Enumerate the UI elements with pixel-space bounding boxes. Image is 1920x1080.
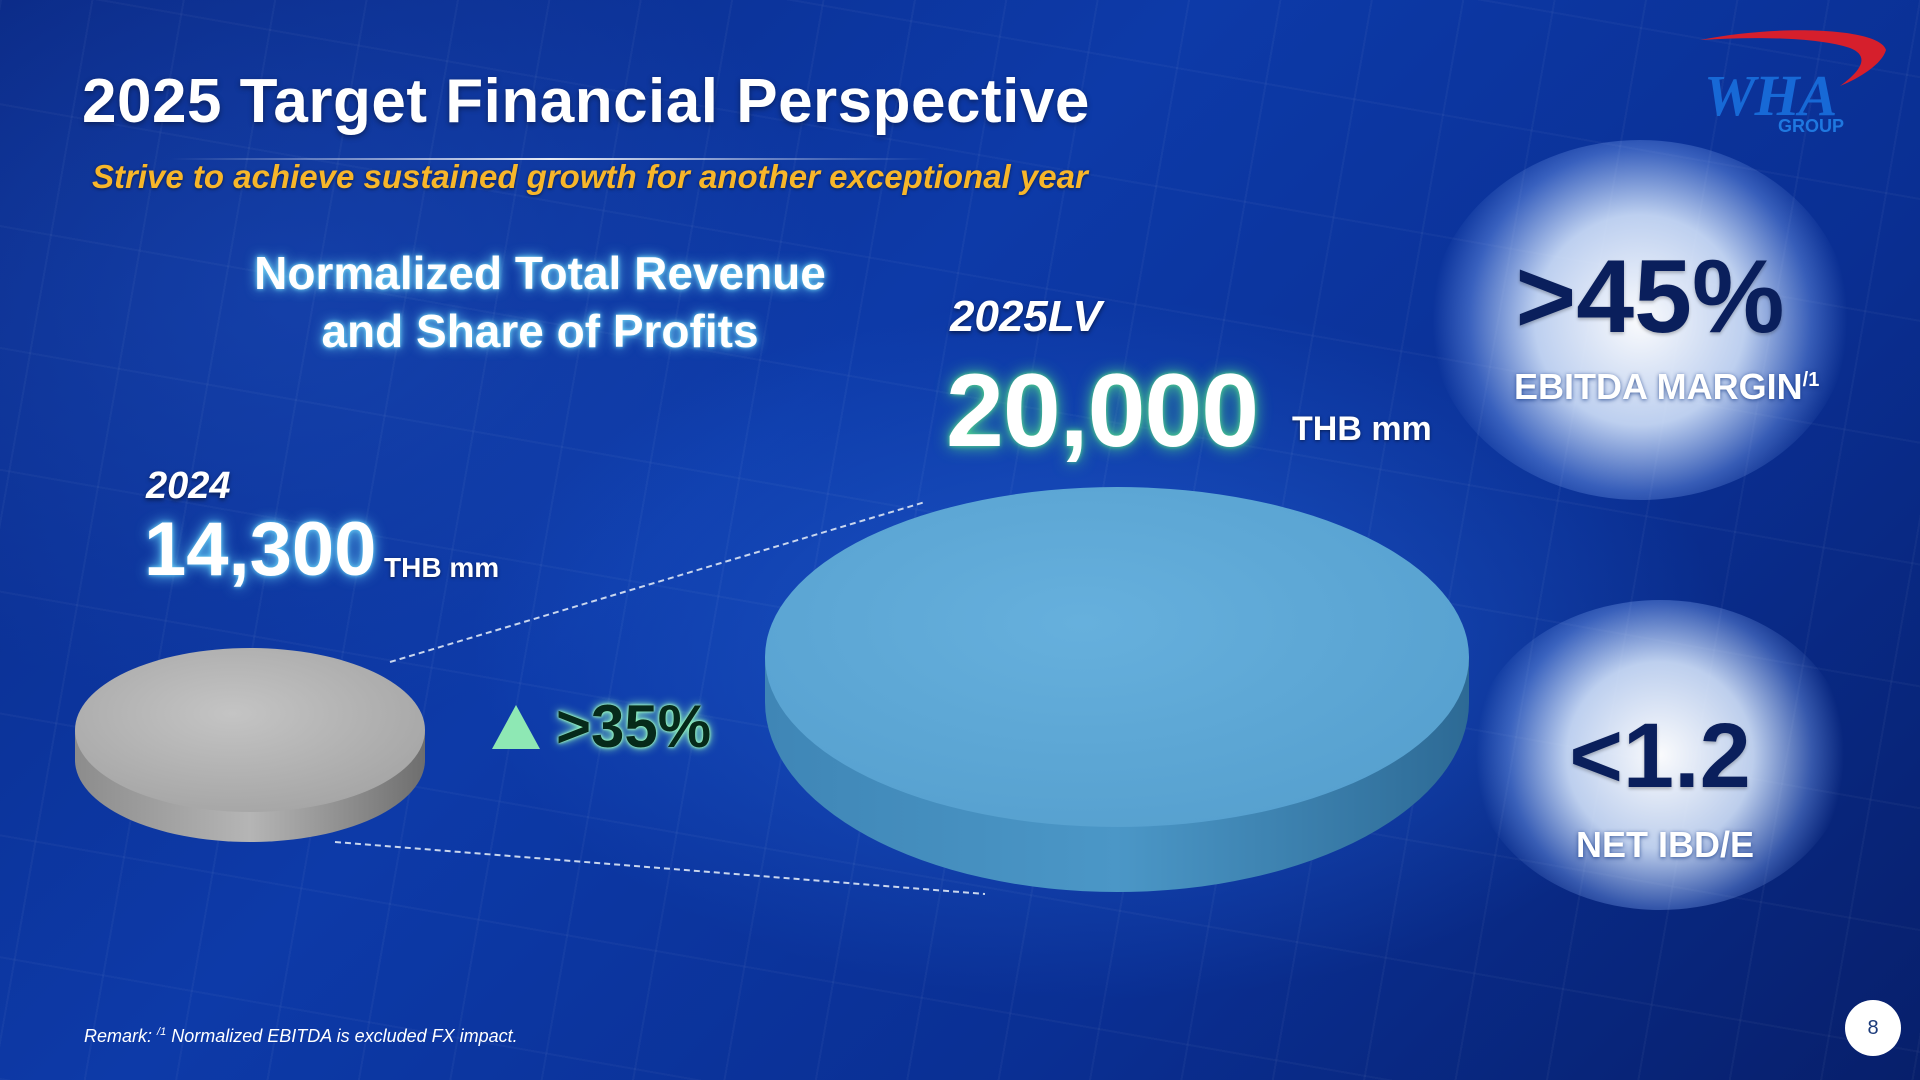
remark-text: Normalized EBITDA is excluded FX impact. [166, 1026, 518, 1046]
ebitda-glow [1430, 140, 1850, 500]
growth-indicator: >35% [492, 692, 711, 761]
page-number: 8 [1867, 1016, 1879, 1039]
footnote-remark: Remark: /1 Normalized EBITDA is excluded… [84, 1026, 518, 1047]
growth-value: >35% [556, 693, 712, 760]
connector-top [389, 501, 926, 663]
revenue-heading-line2: and Share of Profits [321, 305, 759, 357]
page-subtitle: Strive to achieve sustained growth for a… [92, 158, 1088, 195]
revenue-heading: Normalized Total Revenue and Share of Pr… [200, 244, 880, 360]
page-title: 2025 Target Financial Perspective [82, 67, 1090, 136]
net-ibd-glow [1470, 600, 1850, 910]
title-divider [170, 158, 930, 160]
year-2025-label: 2025LV [950, 292, 1102, 341]
revenue-2024-unit: THB mm [384, 552, 500, 583]
remark-footnote-marker: /1 [157, 1026, 167, 1038]
disc-2024 [75, 648, 425, 842]
revenue-heading-line1: Normalized Total Revenue [254, 247, 826, 299]
ebitda-margin-label: EBITDA MARGIN/1 [1500, 366, 1894, 408]
net-ibd-label: NET IBD/E [1575, 824, 1754, 865]
logo-group-text: GROUP [1778, 116, 1845, 136]
ebitda-footnote-marker: /1 [1802, 369, 1820, 391]
triangle-up-icon [492, 704, 540, 749]
net-ibd-value: <1.2 [1569, 705, 1751, 807]
year-2024-label: 2024 [146, 465, 231, 507]
disc-2025 [765, 487, 1469, 892]
connector-bottom [334, 841, 986, 895]
wha-group-logo: WHA GROUP [1690, 26, 1890, 136]
remark-prefix: Remark: [84, 1026, 158, 1046]
ebitda-margin-label-text: EBITDA MARGIN [1514, 366, 1803, 407]
ebitda-margin-value: >45% [1515, 239, 1785, 355]
logo-swoosh-icon [1700, 30, 1886, 86]
logo-wordmark: WHA [1704, 63, 1837, 128]
page-number-badge: 8 [1845, 1000, 1901, 1056]
revenue-2024-value: 14,300 [144, 507, 377, 592]
revenue-2025-unit: THB mm [1292, 410, 1432, 448]
revenue-2025-value: 20,000 [946, 353, 1259, 469]
